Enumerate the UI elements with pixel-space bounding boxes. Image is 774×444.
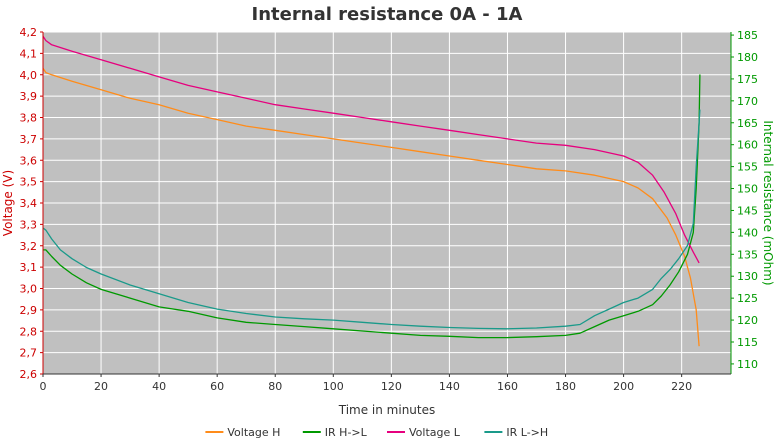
y-right-tick-label: 165 <box>737 117 758 130</box>
y-left-tick-label: 3,4 <box>20 197 38 210</box>
x-tick-label: 20 <box>94 380 108 393</box>
y-left-tick-label: 3,7 <box>20 133 38 146</box>
y-right-tick-label: 175 <box>737 73 758 86</box>
legend-label-voltage-h: Voltage H <box>227 426 280 439</box>
x-tick-label: 120 <box>381 380 402 393</box>
legend-label-voltage-l: Voltage L <box>409 426 461 439</box>
y-left-tick-label: 2,7 <box>20 347 38 360</box>
y-right-tick-label: 120 <box>737 314 758 327</box>
chart-title: Internal resistance 0A - 1A <box>252 4 523 25</box>
x-tick-label: 220 <box>671 380 692 393</box>
y-left-tick-label: 3,5 <box>20 176 38 189</box>
x-tick-label: 180 <box>555 380 576 393</box>
x-tick-label: 60 <box>210 380 224 393</box>
y-left-tick-label: 4,0 <box>20 69 38 82</box>
y-left-tick-label: 3,8 <box>20 112 38 125</box>
y-left-tick-label: 2,6 <box>20 368 38 381</box>
y-right-tick-label: 110 <box>737 358 758 371</box>
y-right-tick-label: 140 <box>737 226 758 239</box>
y-right-tick-label: 185 <box>737 29 758 42</box>
legend-label-ir-l-h: IR L->H <box>506 426 548 439</box>
x-tick-label: 80 <box>268 380 282 393</box>
gridlines <box>42 31 731 375</box>
y-axis-right-label: Internal resistance (mOhm) <box>761 120 774 285</box>
legend: Voltage H IR H->L Voltage L IR L->H <box>205 426 548 439</box>
y-left-tick-label: 2,8 <box>20 325 38 338</box>
y-left-tick-label: 2,9 <box>20 304 38 317</box>
y-left-tick-label: 3,0 <box>20 283 38 296</box>
y-right-tick-label: 155 <box>737 161 758 174</box>
x-tick-label: 200 <box>613 380 634 393</box>
y-left-tick-label: 3,6 <box>20 154 38 167</box>
y-right-tick-label: 160 <box>737 139 758 152</box>
series-group <box>42 35 701 347</box>
y-right-tick-label: 150 <box>737 183 758 196</box>
y-right-tick-label: 170 <box>737 95 758 108</box>
x-tick-label: 160 <box>497 380 518 393</box>
y-left-tick-label: 3,1 <box>20 261 38 274</box>
series-line-voltage-l <box>42 35 700 264</box>
y-axis-left-label: Voltage (V) <box>1 170 15 236</box>
y-left-tick-label: 3,3 <box>20 218 38 231</box>
axes: 2,6 2,7 2,8 2,9 3,0 3,1 3,2 3,3 3,4 3,5 3,6 3,7 3,8 3… <box>20 26 759 393</box>
x-tick-label: 100 <box>323 380 344 393</box>
y-left-tick-label: 4,2 <box>20 26 38 39</box>
y-right-tick-label: 180 <box>737 51 758 64</box>
y-right-tick-label: 145 <box>737 204 758 217</box>
y-right-tick-label: 130 <box>737 270 758 283</box>
x-tick-label: 140 <box>439 380 460 393</box>
y-left-tick-label: 4,1 <box>20 47 38 60</box>
y-left-tick-label: 3,2 <box>20 240 38 253</box>
series-line-ir-h-l <box>43 74 701 339</box>
y-right-tick-label: 135 <box>737 248 758 261</box>
y-left-tick-label: 3,9 <box>20 90 38 103</box>
series-line-voltage-h <box>42 67 700 347</box>
x-tick-label: 0 <box>40 380 47 393</box>
series-line-ir-l-h <box>42 109 701 330</box>
y-right-tick-label: 125 <box>737 292 758 305</box>
y-right-tick-label: 115 <box>737 336 758 349</box>
legend-label-ir-h-l: IR H->L <box>325 426 368 439</box>
x-axis-label: Time in minutes <box>338 403 436 417</box>
x-tick-label: 40 <box>152 380 166 393</box>
